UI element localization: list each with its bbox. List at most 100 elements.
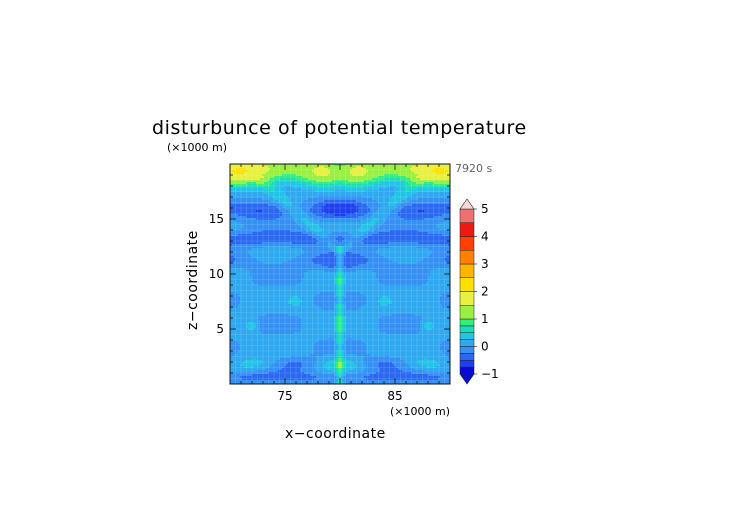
heatmap-cell	[366, 176, 369, 179]
heatmap-cell	[426, 168, 429, 171]
heatmap-cell	[380, 234, 383, 237]
heatmap-cell	[340, 210, 343, 213]
heatmap-cell	[292, 198, 295, 201]
heatmap-cell	[326, 236, 329, 239]
heatmap-cell	[292, 188, 295, 191]
heatmap-cell	[384, 236, 387, 239]
heatmap-cell	[414, 232, 417, 235]
heatmap-cell	[288, 166, 291, 169]
heatmap-cell	[332, 186, 335, 189]
heatmap-cell	[436, 216, 439, 219]
heatmap-cell	[242, 164, 245, 167]
heatmap-cell	[346, 242, 349, 245]
heatmap-cell	[398, 232, 401, 235]
heatmap-cell	[432, 212, 435, 215]
heatmap-cell	[244, 200, 247, 203]
heatmap-cell	[384, 232, 387, 235]
heatmap-cell	[308, 172, 311, 175]
heatmap-cell	[246, 196, 249, 199]
heatmap-cell	[236, 208, 239, 211]
heatmap-cell	[310, 218, 313, 221]
heatmap-cell	[368, 220, 371, 223]
heatmap-cell	[376, 170, 379, 173]
heatmap-cell	[274, 200, 277, 203]
heatmap-cell	[304, 190, 307, 193]
heatmap-cell	[436, 180, 439, 183]
heatmap-cell	[248, 184, 251, 187]
heatmap-cell	[434, 214, 437, 217]
heatmap-cell	[266, 218, 269, 221]
heatmap-cell	[408, 184, 411, 187]
heatmap-cell	[396, 176, 399, 179]
heatmap-cell	[336, 168, 339, 171]
heatmap-cell	[260, 248, 263, 251]
heatmap-cell	[390, 168, 393, 171]
heatmap-cell	[384, 166, 387, 169]
heatmap-cell	[376, 180, 379, 183]
heatmap-cell	[266, 166, 269, 169]
heatmap-cell	[248, 224, 251, 227]
heatmap-cell	[434, 206, 437, 209]
heatmap-cell	[266, 168, 269, 171]
heatmap-cell	[252, 192, 255, 195]
heatmap-cell	[342, 164, 345, 167]
heatmap-cell	[348, 178, 351, 181]
heatmap-cell	[406, 234, 409, 237]
heatmap-cell	[446, 194, 449, 197]
heatmap-cell	[240, 212, 243, 215]
heatmap-cell	[240, 204, 243, 207]
heatmap-cell	[444, 188, 447, 191]
heatmap-cell	[354, 184, 357, 187]
heatmap-cell	[388, 170, 391, 173]
heatmap-cell	[304, 236, 307, 239]
heatmap-cell	[370, 198, 373, 201]
heatmap-cell	[436, 252, 439, 255]
heatmap-cell	[332, 216, 335, 219]
heatmap-cell	[442, 244, 445, 247]
heatmap-cell	[284, 190, 287, 193]
heatmap-cell	[322, 218, 325, 221]
heatmap-cell	[258, 170, 261, 173]
heatmap-cell	[378, 186, 381, 189]
heatmap-cell	[374, 204, 377, 207]
heatmap-cell	[266, 186, 269, 189]
heatmap-cell	[432, 202, 435, 205]
heatmap-cell	[294, 224, 297, 227]
heatmap-cell	[286, 200, 289, 203]
heatmap-cell	[352, 170, 355, 173]
heatmap-cell	[304, 178, 307, 181]
heatmap-cell	[234, 192, 237, 195]
heatmap-cell	[338, 166, 341, 169]
heatmap-cell	[292, 208, 295, 211]
heatmap-cell	[380, 208, 383, 211]
heatmap-cell	[346, 170, 349, 173]
heatmap-cell	[366, 232, 369, 235]
heatmap-cell	[372, 202, 375, 205]
heatmap-cell	[440, 236, 443, 239]
heatmap-cell	[346, 208, 349, 211]
heatmap-cell	[434, 200, 437, 203]
heatmap-cell	[344, 174, 347, 177]
heatmap-cell	[320, 184, 323, 187]
heatmap-cell	[446, 234, 449, 237]
heatmap-cell	[252, 182, 255, 185]
heatmap-cell	[282, 178, 285, 181]
heatmap-cell	[272, 208, 275, 211]
heatmap-cell	[268, 188, 271, 191]
heatmap-cell	[232, 208, 235, 211]
heatmap-cell	[432, 170, 435, 173]
heatmap-cell	[248, 186, 251, 189]
heatmap-cell	[236, 182, 239, 185]
heatmap-cell	[364, 242, 367, 245]
heatmap-cell	[392, 178, 395, 181]
heatmap-cell	[412, 194, 415, 197]
heatmap-cell	[388, 188, 391, 191]
heatmap-cell	[428, 212, 431, 215]
heatmap-cell	[302, 200, 305, 203]
heatmap-cell	[352, 218, 355, 221]
heatmap-cell	[322, 236, 325, 239]
heatmap-cell	[428, 190, 431, 193]
heatmap-cell	[340, 192, 343, 195]
heatmap-cell	[374, 208, 377, 211]
heatmap-cell	[422, 176, 425, 179]
